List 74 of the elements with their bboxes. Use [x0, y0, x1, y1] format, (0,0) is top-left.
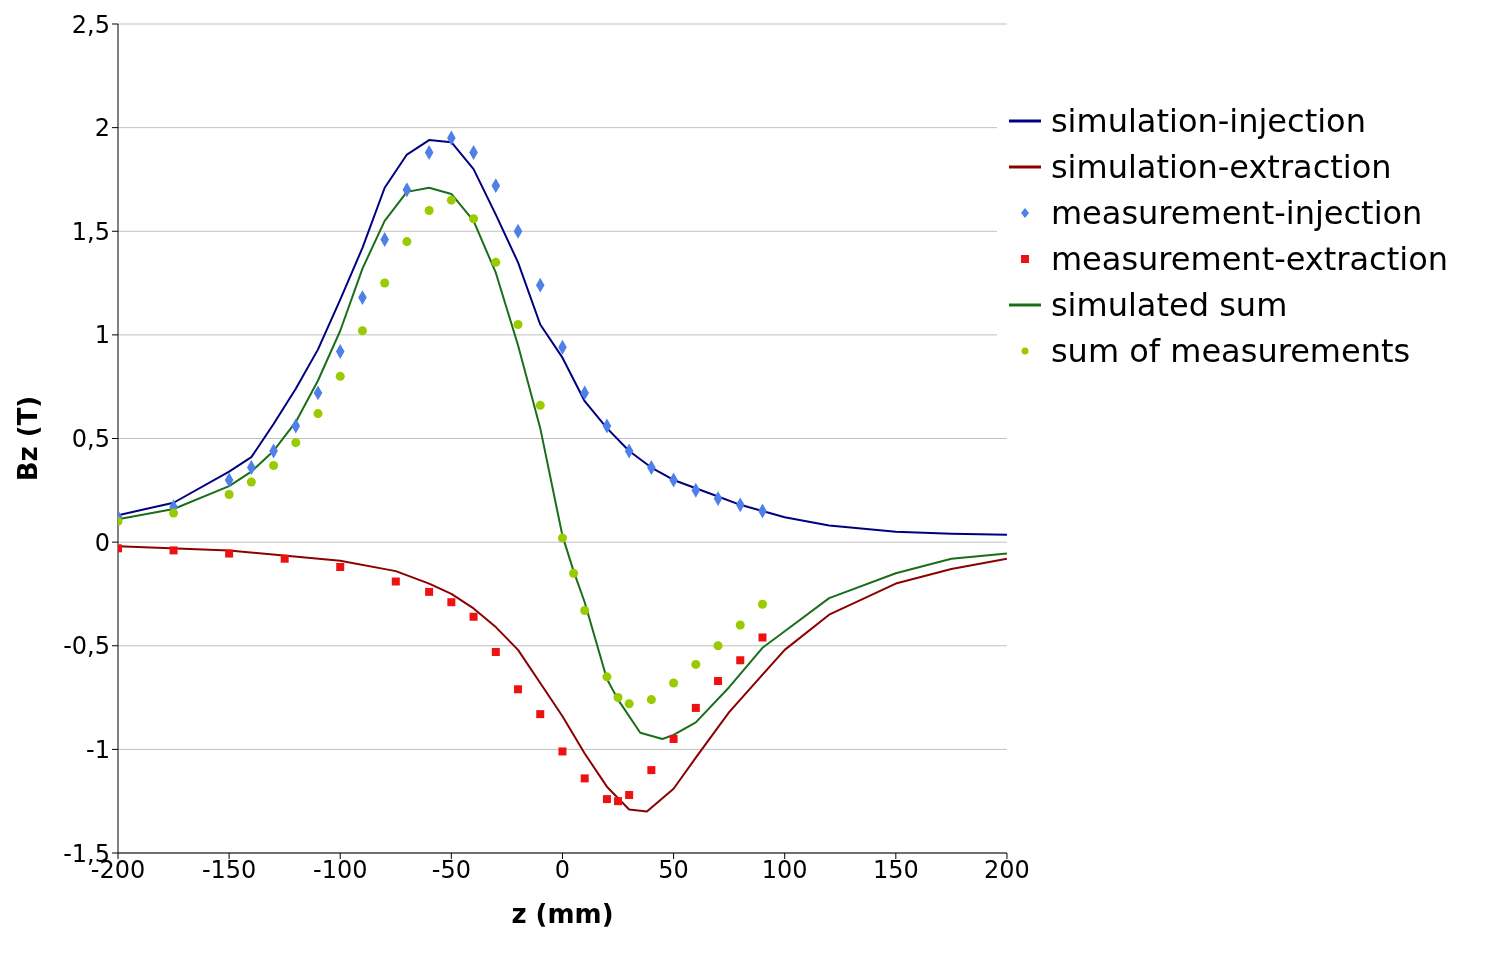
point: [614, 797, 623, 806]
point: [569, 568, 579, 578]
point: [647, 766, 656, 775]
legend-label: measurement-extraction: [1050, 239, 1448, 280]
point: [391, 577, 400, 586]
point: [447, 598, 456, 607]
point: [625, 790, 634, 799]
y-tick-label: 1: [94, 321, 110, 350]
point: [580, 606, 590, 616]
y-tick-label: 2: [94, 114, 110, 143]
x-tick-label: -100: [313, 856, 368, 885]
point: [446, 195, 456, 205]
point: [402, 237, 412, 247]
legend-label: measurement-injection: [1050, 193, 1423, 234]
legend-label: sum of measurements: [1050, 331, 1411, 372]
point: [280, 554, 289, 563]
y-tick-label: 2,5: [71, 10, 110, 39]
y-tick-label: 1,5: [71, 217, 110, 246]
point: [646, 695, 656, 705]
x-axis-title: z (mm): [511, 899, 614, 929]
point: [691, 659, 701, 669]
point: [469, 612, 478, 621]
legend-label: simulation-extraction: [1050, 147, 1392, 188]
point: [669, 678, 679, 688]
point: [735, 620, 745, 630]
point: [602, 795, 611, 804]
x-tick-label: -50: [431, 856, 471, 885]
point: [246, 477, 256, 487]
point: [758, 633, 767, 642]
point: [491, 257, 501, 267]
legend-label: simulated sum: [1050, 285, 1288, 326]
point: [491, 647, 500, 656]
x-tick-label: 100: [761, 856, 808, 885]
x-tick-label: -150: [201, 856, 257, 885]
point: [424, 206, 434, 216]
point: [169, 546, 178, 555]
point: [313, 409, 323, 419]
point: [536, 710, 545, 719]
y-tick-label: 0,5: [71, 425, 110, 454]
x-tick-label: 150: [872, 856, 919, 885]
y-axis-title: Bz (T): [13, 395, 44, 482]
point: [757, 599, 767, 609]
point: [514, 685, 523, 694]
point: [580, 774, 589, 783]
point: [224, 489, 234, 499]
y-tick-label: 0: [94, 528, 110, 557]
point: [669, 735, 678, 744]
point: [380, 278, 390, 288]
point: [513, 320, 523, 330]
point: [613, 693, 623, 703]
point: [357, 326, 367, 336]
point: [602, 672, 612, 682]
point: [557, 533, 567, 543]
point: [736, 656, 745, 665]
y-tick-label: -0,5: [63, 632, 110, 661]
x-tick-label: 50: [658, 856, 689, 885]
point: [291, 438, 301, 448]
point: [425, 587, 434, 596]
point: [335, 371, 345, 381]
x-tick-label: 0: [554, 856, 571, 885]
point: [225, 549, 234, 558]
point: [269, 460, 279, 470]
point: [558, 747, 567, 756]
y-tick-label: -1: [86, 735, 110, 764]
x-tick-label: 200: [984, 856, 1030, 885]
point: [169, 508, 179, 518]
point: [469, 214, 479, 224]
point: [535, 400, 545, 410]
point: [624, 699, 634, 709]
point: [713, 641, 723, 651]
point: [336, 562, 345, 571]
point: [714, 676, 723, 685]
point: [691, 703, 700, 712]
legend-label: simulation-injection: [1050, 101, 1366, 142]
